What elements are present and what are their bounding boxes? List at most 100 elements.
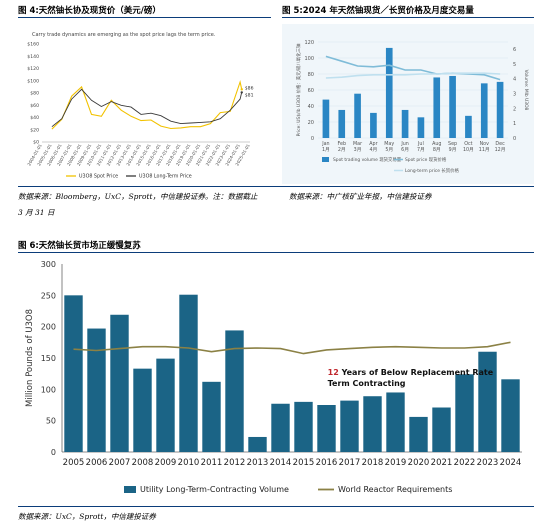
fig4-y-tick: $160 [27, 42, 39, 48]
fig5-x-tick-cn: 1月 [322, 147, 330, 153]
fig5-price-line [325, 72, 501, 79]
fig6-y-tick: 300 [41, 260, 56, 269]
fig6-volume-bar [248, 436, 267, 452]
fig5-x-tick-en: Mar [353, 141, 362, 147]
fig4-end-point [240, 88, 243, 91]
fig5-source: 数据来源：中广核矿业年报，中信建投证券 [289, 192, 432, 201]
fig6-y-tick: 150 [41, 354, 56, 363]
fig5-y-tick: 120 [304, 40, 314, 46]
fig5-legend-swatch [322, 157, 329, 162]
fig5-x-tick-en: May [384, 141, 394, 147]
fig6-x-tick: 2023 [477, 458, 499, 468]
fig5-y-label: Price: US$/lb U3O8 价格：美元/磅八氧化三铀 [295, 43, 302, 136]
fig6-requirements-line [73, 341, 511, 355]
fig6-annotation-text: Years of Below Replacement Rate [339, 368, 494, 377]
fig4-end-label: $81 [245, 92, 254, 98]
fig5-y-tick: 100 [304, 56, 314, 62]
fig6-annotation-line1: 12 Years of Below Replacement Rate [328, 368, 494, 377]
fig4-y-tick: $40 [30, 115, 39, 121]
fig6-x-tick: 2005 [63, 458, 85, 468]
fig4-end-point [240, 91, 243, 94]
fig6-x-tick: 2009 [155, 458, 177, 468]
fig6-volume-bar [340, 400, 359, 452]
fig5-volume-bar [385, 47, 393, 138]
fig6-annotation-line2: Term Contracting [328, 379, 406, 388]
fig5-x-tick-cn: 3月 [354, 147, 362, 153]
fig5-x-tick-en: Oct [464, 141, 472, 147]
fig6-x-tick: 2012 [224, 458, 246, 468]
fig6-x-tick: 2021 [431, 458, 453, 468]
fig4-source-date: 3 月 31 日 [18, 208, 55, 217]
fig5-x-tick-cn: 4月 [369, 147, 377, 153]
fig5-title: 图 5:2024 年天然铀现货／长贸价格及月度交易量 [282, 6, 474, 16]
fig6-y-tick: 100 [41, 385, 56, 394]
fig6-chart: 0 50 100 150 200 250 300 Million Pounds of U3O8… [25, 260, 522, 494]
fig5-x-tick-cn: 2月 [338, 147, 346, 153]
fig5-x-tick-cn: 12月 [495, 147, 506, 153]
fig6-x-tick: 2010 [178, 458, 200, 468]
fig5-x-tick-en: Dec [495, 141, 505, 147]
fig6-x-tick: 2020 [408, 458, 430, 468]
fig5-y2-tick: 0 [513, 136, 516, 142]
fig6-x-tick: 2014 [270, 458, 292, 468]
fig5-volume-bar [465, 115, 472, 138]
fig6-volume-bar [363, 396, 382, 452]
fig5-x-tick-en: Nov [480, 141, 490, 147]
fig5-x-tick-cn: 5月 [385, 147, 393, 153]
fig6-legend-swatch [124, 486, 136, 493]
fig4-series-line [51, 79, 243, 130]
top-source-rule [18, 186, 534, 187]
fig6-y-tick: 200 [41, 323, 56, 332]
fig6-volume-bar [225, 330, 244, 452]
fig6-volume-bar [501, 379, 520, 452]
fig6-x-tick: 2015 [293, 458, 315, 468]
fig5-x-tick-en: Aug [432, 141, 441, 147]
fig4-y-tick: $100 [27, 78, 39, 84]
fig5-x-tick-cn: 8月 [433, 147, 441, 153]
fig5-volume-bar [417, 117, 425, 138]
fig6-volume-bar [271, 403, 290, 452]
fig5-y2-tick: 5 [513, 62, 516, 68]
fig6-x-tick: 2011 [201, 458, 223, 468]
fig6-x-tick: 2024 [500, 458, 522, 468]
fig6-volume-bar [409, 416, 428, 452]
fig6-source: 数据来源：UxC，Sprott，中信建投证券 [18, 512, 156, 521]
fig5-x-tick-cn: 6月 [401, 147, 409, 153]
fig6-volume-bar [478, 351, 497, 452]
fig4-y-tick: $140 [27, 54, 39, 60]
fig6-volume-bar [455, 374, 474, 452]
fig5-y-tick: 60 [308, 88, 314, 94]
fig5-y-tick: 80 [308, 72, 314, 78]
fig4-y-tick: $120 [27, 66, 39, 72]
fig5-x-tick-en: Feb [338, 141, 347, 147]
fig6-legend-label: World Reactor Requirements [338, 485, 452, 494]
fig6-x-tick: 2016 [316, 458, 338, 468]
fig4-y-tick: $0 [33, 140, 39, 146]
fig6-x-tick: 2008 [132, 458, 154, 468]
fig4-chart: Carry trade dynamics are emerging as the… [26, 32, 254, 180]
fig6-volume-bar [317, 405, 336, 452]
fig5-y-tick: 20 [308, 120, 314, 126]
fig6-volume-bar [87, 328, 106, 452]
fig6-x-tick: 2018 [362, 458, 384, 468]
fig5-y2-tick: 3 [513, 91, 516, 97]
fig5-volume-bar [433, 77, 441, 138]
fig6-y-tick: 250 [41, 291, 56, 300]
fig6-x-tick: 2007 [109, 458, 131, 468]
fig5-x-tick-cn: 9月 [449, 147, 457, 153]
fig5-x-tick-en: Jan [321, 141, 329, 147]
fig5-y2-tick: 1 [513, 121, 516, 127]
fig6-volume-bar [179, 294, 198, 452]
fig5-volume-bar [370, 112, 377, 138]
fig6-x-tick: 2017 [339, 458, 361, 468]
fig6-x-tick: 2022 [454, 458, 476, 468]
fig4-title-rule [18, 17, 271, 18]
fig5-y2-tick: 2 [513, 106, 516, 112]
fig6-volume-bar [294, 401, 313, 452]
fig6-y-tick: 0 [51, 448, 56, 457]
fig4-y-tick: $20 [30, 127, 39, 133]
fig6-volume-bar [156, 358, 175, 452]
fig6-y-tick: 50 [46, 417, 56, 426]
fig5-volume-bar [480, 83, 488, 138]
fig5-title-rule [282, 17, 534, 18]
